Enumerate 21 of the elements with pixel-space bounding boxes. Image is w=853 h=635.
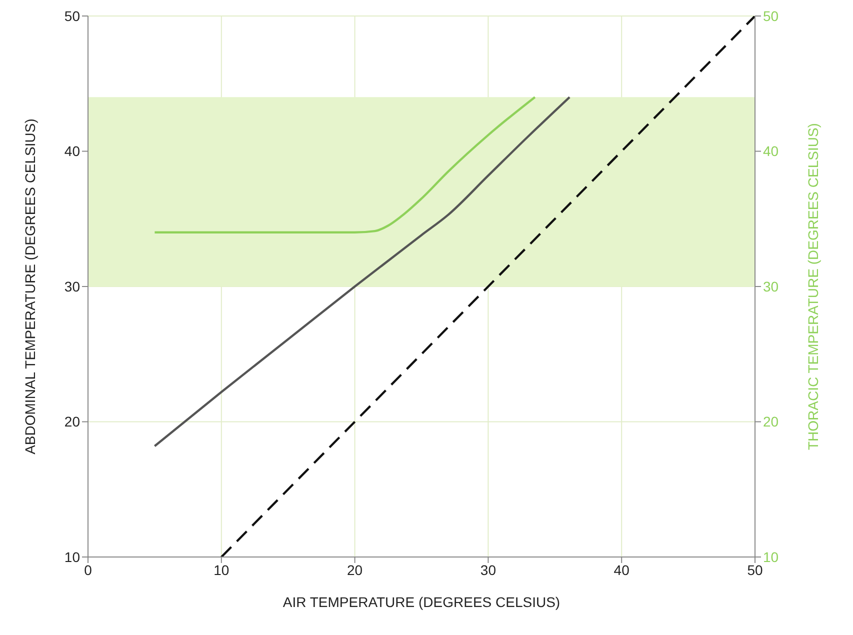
y2-tick-label: 40 <box>763 143 779 160</box>
y2-tick-label: 20 <box>763 414 779 430</box>
x-tick-label: 0 <box>84 562 92 578</box>
x-tick-label: 30 <box>480 562 496 578</box>
x-tick-label: 40 <box>614 562 630 578</box>
x-tick-label: 10 <box>214 562 230 578</box>
y-tick-label: 30 <box>64 278 80 294</box>
y2-tick-label: 10 <box>763 548 779 565</box>
y-tick-label: 10 <box>64 548 80 565</box>
y2-tick-label: 50 <box>763 8 779 24</box>
y2-axis-title: THORACIC TEMPERATURE (DEGREES CELSIUS) <box>804 123 821 450</box>
x-axis-title: AIR TEMPERATURE (DEGREES CELSIUS) <box>282 594 560 610</box>
y-tick-label: 40 <box>64 143 80 160</box>
y-tick-label: 50 <box>64 8 80 24</box>
x-tick-label: 20 <box>347 562 363 578</box>
line-series <box>154 96 536 234</box>
y-tick-label: 20 <box>64 414 80 430</box>
y-axis-title: ABDOMINAL TEMPERATURE (DEGREES CELSIUS) <box>22 118 38 454</box>
x-tick-label: 50 <box>747 562 763 578</box>
line-series <box>154 96 571 448</box>
y2-tick-label: 30 <box>763 278 779 294</box>
